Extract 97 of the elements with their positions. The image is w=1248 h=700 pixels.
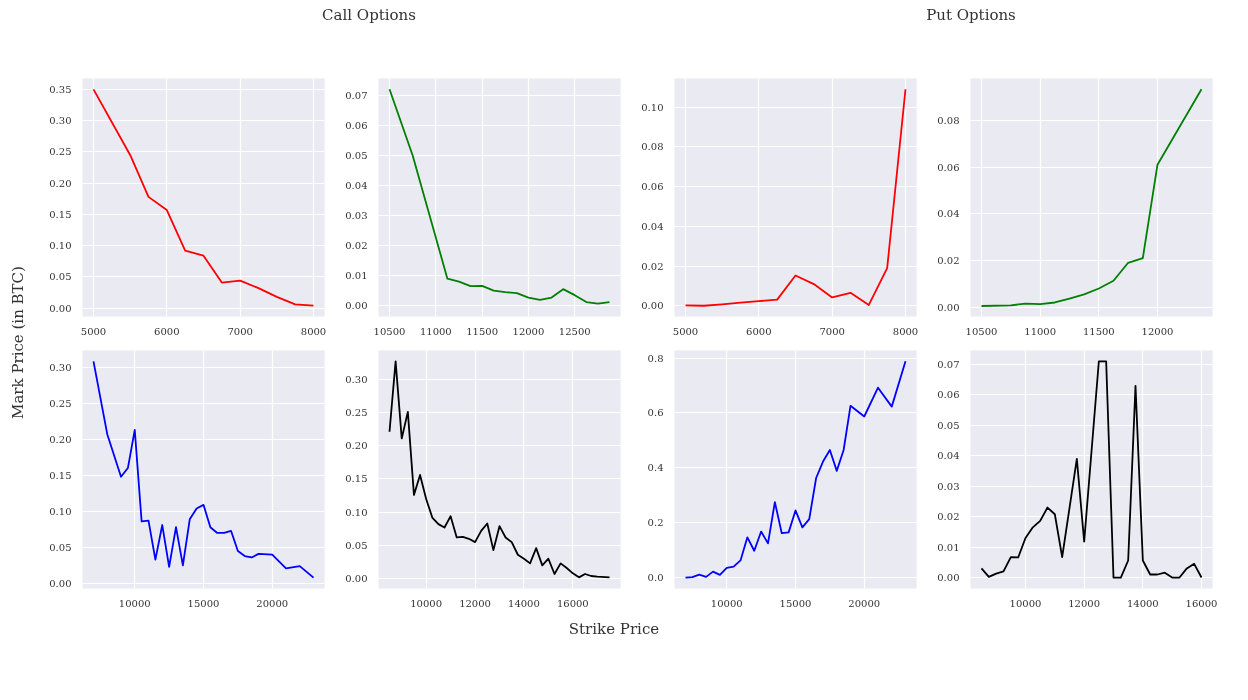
x-tick-label: 12000 <box>512 325 545 337</box>
y-tick-label: 0.20 <box>49 433 72 445</box>
text: Put Options <box>926 5 1016 26</box>
y-tick-label: 0.00 <box>345 573 368 585</box>
x-tick-label: 7000 <box>819 325 845 337</box>
y-tick-label: 0.07 <box>345 89 368 101</box>
line-series <box>684 360 907 579</box>
line-series <box>980 360 1203 579</box>
y-tick-label: 0.02 <box>641 260 664 272</box>
y-tick-label: 0.00 <box>937 301 960 313</box>
y-tick-label: 0.10 <box>49 505 72 517</box>
line-series <box>388 360 611 579</box>
y-axis-title: Mark Price (in BTC) <box>8 266 27 419</box>
x-tick-label: 16000 <box>556 597 589 609</box>
y-tick-label: 0.4 <box>647 462 664 474</box>
y-tick-label: 0.05 <box>937 419 960 431</box>
line-series <box>92 88 315 307</box>
x-tick-label: 10500 <box>965 325 998 337</box>
y-tick-label: 0.30 <box>345 373 368 385</box>
y-tick-label: 0.05 <box>345 149 368 161</box>
x-tick-label: 12000 <box>459 597 491 609</box>
x-tick-label: 12000 <box>1068 597 1101 609</box>
line-series <box>388 88 611 305</box>
y-tick-label: 0.10 <box>49 240 72 252</box>
x-tick-label: 6000 <box>154 325 180 337</box>
line-series <box>684 88 907 307</box>
y-tick-label: 0.35 <box>49 83 72 95</box>
y-tick-label: 0.10 <box>641 101 664 113</box>
x-tick-label: 16000 <box>1185 597 1218 609</box>
x-tick-label: 11500 <box>466 325 499 337</box>
y-tick-label: 0.30 <box>49 115 72 127</box>
y-tick-label: 0.00 <box>641 300 664 312</box>
y-tick-label: 0.05 <box>345 539 368 551</box>
y-tick-label: 0.01 <box>345 270 368 282</box>
x-tick-label: 14000 <box>1126 597 1159 609</box>
y-tick-label: 0.15 <box>345 473 368 485</box>
text: Call Options <box>322 5 416 26</box>
y-tick-label: 0.0 <box>647 572 664 584</box>
y-tick-label: 0.06 <box>641 181 664 193</box>
y-tick-label: 0.07 <box>937 359 960 370</box>
y-tick-label: 0.03 <box>937 480 960 492</box>
y-tick-label: 0.02 <box>937 254 960 266</box>
y-tick-label: 0.05 <box>49 541 72 553</box>
y-tick-label: 0.08 <box>937 114 960 126</box>
y-tick-label: 0.6 <box>647 407 664 419</box>
y-tick-label: 0.2 <box>647 517 664 529</box>
y-tick-label: 0.15 <box>49 208 72 220</box>
y-tick-label: 0.00 <box>49 302 72 314</box>
y-tick-label: 0.8 <box>647 352 664 364</box>
y-tick-label: 0.25 <box>345 407 368 419</box>
y-tick-label: 0.25 <box>49 397 72 409</box>
y-tick-label: 0.00 <box>49 577 72 589</box>
x-tick-label: 7000 <box>227 325 253 337</box>
y-tick-label: 0.02 <box>345 240 368 252</box>
y-tick-label: 0.20 <box>345 440 368 452</box>
line-series <box>980 88 1203 307</box>
x-tick-label: 15000 <box>187 597 220 609</box>
x-tick-label: 20000 <box>256 597 289 609</box>
y-tick-label: 0.01 <box>937 541 960 553</box>
x-tick-label: 12500 <box>558 325 591 337</box>
y-tick-label: 0.00 <box>937 572 960 584</box>
x-tick-label: 6000 <box>746 325 772 337</box>
y-tick-label: 0.30 <box>49 361 72 373</box>
x-tick-label: 10000 <box>118 597 151 609</box>
y-tick-label: 0.20 <box>49 177 72 189</box>
x-tick-label: 5000 <box>672 325 699 337</box>
x-tick-label: 15000 <box>779 597 812 609</box>
x-tick-label: 11500 <box>1082 325 1115 337</box>
y-tick-label: 0.08 <box>641 141 664 153</box>
y-tick-label: 0.10 <box>345 506 368 518</box>
y-tick-label: 0.06 <box>937 161 960 173</box>
y-tick-label: 0.04 <box>641 220 664 232</box>
y-tick-label: 0.15 <box>49 469 72 481</box>
y-tick-label: 0.04 <box>937 208 960 220</box>
x-tick-label: 11000 <box>419 325 452 337</box>
x-tick-label: 8000 <box>892 325 919 337</box>
y-tick-label: 0.06 <box>345 119 368 131</box>
y-tick-label: 0.02 <box>937 511 960 523</box>
y-tick-label: 0.03 <box>345 210 368 222</box>
x-tick-label: 11000 <box>1024 325 1057 337</box>
y-tick-label: 0.04 <box>345 179 368 191</box>
x-tick-label: 10500 <box>373 325 406 337</box>
y-tick-label: 0.25 <box>49 146 72 158</box>
x-axis-title: Strike Price <box>568 619 660 640</box>
y-tick-label: 0.04 <box>937 450 960 462</box>
x-tick-label: 10000 <box>1009 597 1042 609</box>
y-tick-label: 0.05 <box>49 271 72 283</box>
y-tick-label: 0.06 <box>937 389 960 401</box>
x-tick-label: 12000 <box>1141 325 1174 337</box>
y-tick-label: 0.00 <box>345 300 368 312</box>
x-tick-label: 5000 <box>80 325 107 337</box>
x-tick-label: 20000 <box>848 597 881 609</box>
x-tick-label: 10000 <box>410 597 443 609</box>
x-tick-label: 8000 <box>300 325 327 337</box>
line-series <box>92 360 315 579</box>
x-tick-label: 14000 <box>508 597 540 609</box>
x-tick-label: 10000 <box>710 597 743 609</box>
